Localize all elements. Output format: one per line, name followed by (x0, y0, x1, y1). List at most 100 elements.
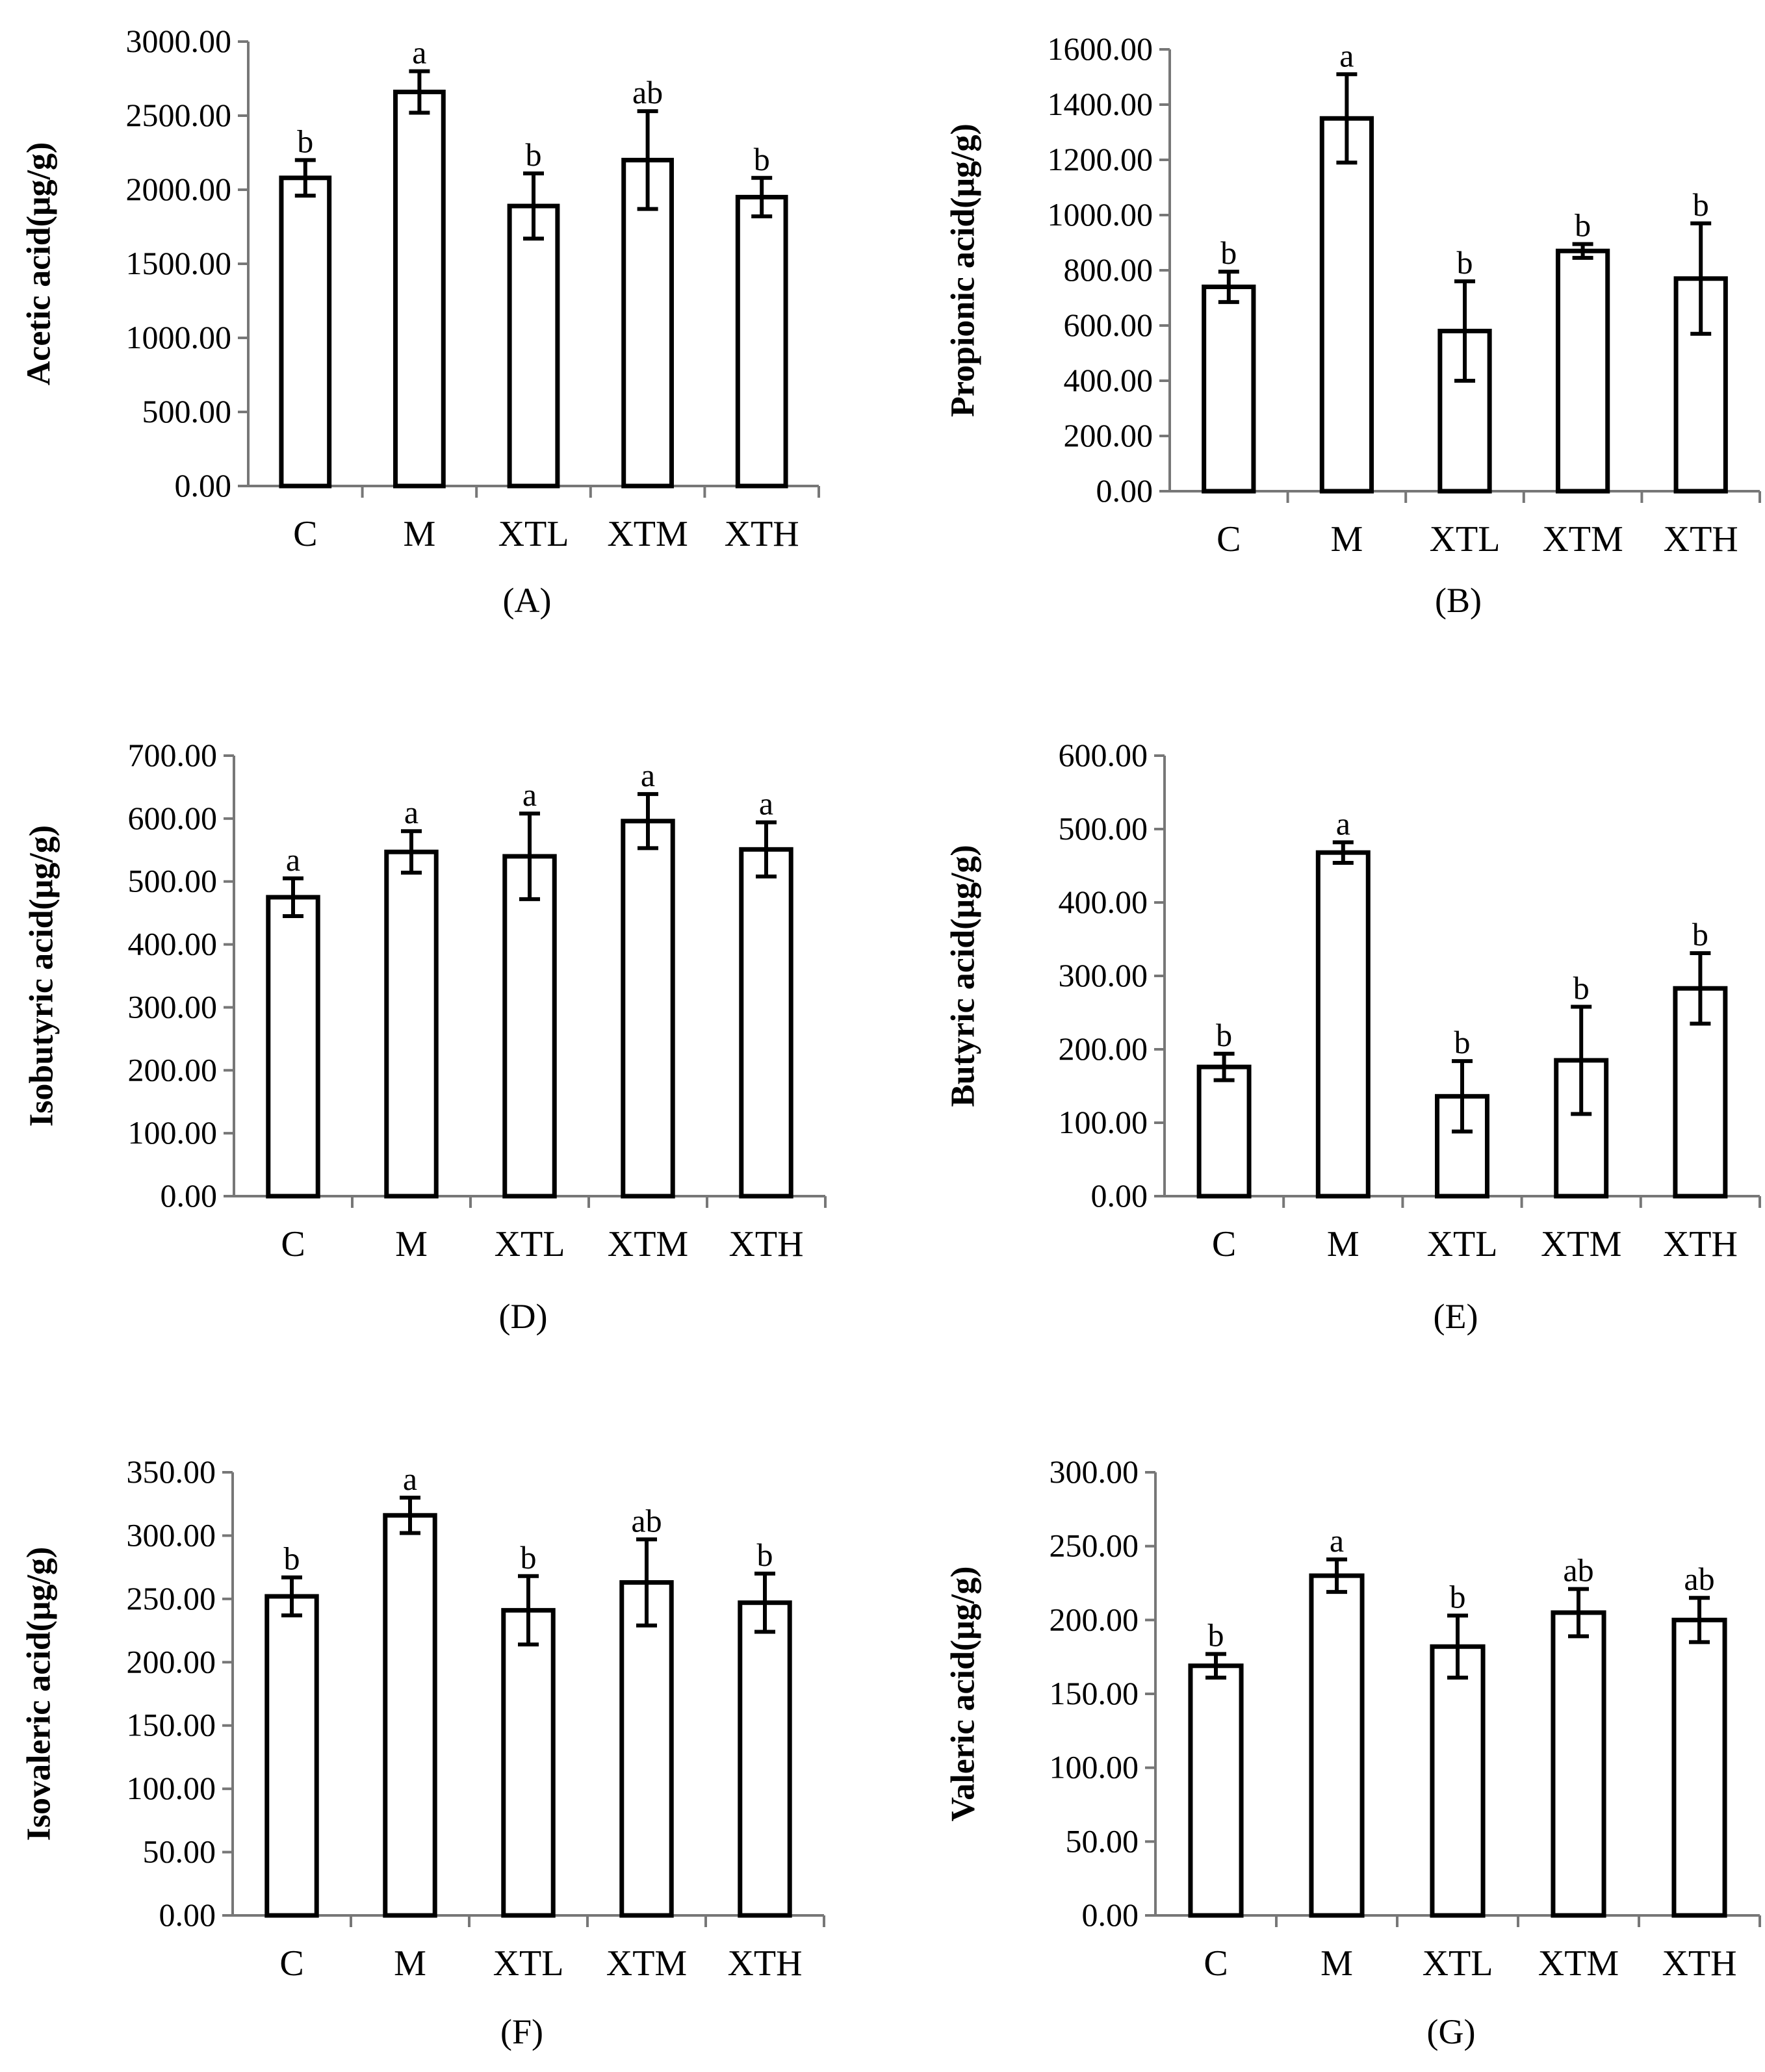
y-tick-label: 100.00 (1059, 1104, 1148, 1140)
y-tick-label: 400.00 (1064, 362, 1153, 398)
y-tick-label: 3000.00 (126, 23, 232, 59)
y-tick-label: 1200.00 (1048, 141, 1153, 177)
bar-xtl (501, 1607, 556, 1918)
y-tick-label: 200.00 (127, 1643, 216, 1680)
significance-label: a (759, 786, 773, 822)
x-category-label: XTL (495, 1224, 565, 1264)
chart-panel-e: 0.00 100.00 200.00 300.00 400.00 500.00 600.00… (945, 737, 1761, 1336)
x-category-label: XTM (1542, 519, 1623, 559)
significance-label: b (1216, 1017, 1232, 1053)
y-tick-label: 600.00 (1064, 307, 1153, 343)
x-category-label: M (1327, 1224, 1359, 1264)
bar-m (383, 1513, 437, 1918)
y-tick-label: 300.00 (1050, 1453, 1139, 1490)
x-category-label: C (281, 1224, 305, 1264)
panel-caption: (F) (500, 2012, 543, 2051)
y-tick-label: 200.00 (1050, 1601, 1139, 1637)
bar-m (1319, 116, 1374, 494)
x-category-label: M (1321, 1943, 1353, 1984)
y-axis-title: Butyric acid(μg/g) (945, 845, 982, 1107)
bar-c (1188, 1663, 1244, 1918)
bar-c (1202, 285, 1256, 494)
y-tick-label: 350.00 (127, 1453, 216, 1490)
y-tick-label: 150.00 (127, 1707, 216, 1743)
x-category-label: XTM (1538, 1943, 1619, 1984)
y-axis-title: Acetic acid(μg/g) (21, 142, 58, 386)
significance-label: b (521, 1539, 537, 1576)
significance-label: a (404, 794, 419, 830)
x-category-label: XTH (727, 1943, 802, 1984)
bar-xtm (621, 157, 674, 489)
bar-xth (738, 1600, 792, 1918)
y-tick-label: 300.00 (128, 988, 218, 1025)
y-tick-label: 0.00 (1091, 1177, 1148, 1214)
y-tick-label: 600.00 (128, 800, 218, 836)
y-tick-label: 0.00 (159, 1897, 216, 1933)
bar-xtl (1430, 1644, 1486, 1918)
significance-label: ab (1684, 1561, 1714, 1597)
y-tick-label: 100.00 (127, 1770, 216, 1806)
x-category-label: XTH (728, 1224, 803, 1264)
y-tick-label: 1500.00 (126, 245, 232, 281)
x-category-label: C (293, 514, 317, 554)
bar-xth (739, 847, 793, 1199)
significance-label: b (1573, 969, 1590, 1006)
y-tick-label: 0.00 (1096, 472, 1153, 509)
x-category-label: XTL (1430, 519, 1501, 559)
y-axis-title: Propionic acid(μg/g) (945, 123, 982, 417)
significance-label: a (641, 757, 655, 793)
significance-label: b (297, 123, 313, 159)
bar-xtm (1551, 1610, 1606, 1918)
significance-label: b (1450, 1579, 1466, 1615)
significance-label: b (1457, 244, 1473, 281)
x-category-label: M (394, 1943, 426, 1984)
significance-label: b (757, 1537, 773, 1573)
bar-m (1309, 1573, 1365, 1918)
y-tick-label: 800.00 (1064, 251, 1153, 288)
significance-label: b (1692, 916, 1708, 953)
bar-xth (1673, 986, 1728, 1199)
significance-label: a (1339, 37, 1354, 73)
y-tick-label: 200.00 (128, 1051, 218, 1088)
bar-xtm (621, 819, 675, 1199)
x-category-label: M (1331, 519, 1363, 559)
y-tick-label: 0.00 (161, 1177, 218, 1214)
significance-label: b (1454, 1024, 1471, 1060)
x-category-label: XTH (725, 514, 799, 554)
y-tick-label: 300.00 (1059, 957, 1148, 993)
y-tick-label: 500.00 (142, 393, 232, 429)
x-category-label: XTM (607, 514, 688, 554)
bar-c (279, 175, 332, 489)
x-category-label: XTH (1663, 1224, 1738, 1264)
x-category-label: XTH (1664, 519, 1738, 559)
significance-label: a (403, 1461, 417, 1497)
bar-xtl (502, 854, 557, 1199)
y-tick-label: 300.00 (127, 1516, 216, 1553)
x-category-label: C (1217, 519, 1241, 559)
significance-label: a (1330, 1522, 1344, 1559)
bar-c (1196, 1064, 1252, 1199)
significance-label: a (1336, 805, 1350, 841)
chart-panel-a: 0.00 500.00 1000.00 1500.00 2000.00 2500.00 30… (21, 23, 820, 620)
y-axis-title: Valeric acid(μg/g) (945, 1567, 982, 1822)
significance-label: a (522, 776, 537, 813)
y-tick-label: 2000.00 (126, 171, 232, 207)
chart-panel-b: 0.00 200.00 400.00 600.00 800.00 1000.00 1200.… (945, 31, 1761, 620)
significance-label: b (1220, 235, 1237, 271)
x-category-label: M (395, 1224, 428, 1264)
y-tick-label: 500.00 (128, 863, 218, 899)
y-tick-label: 1000.00 (1048, 196, 1153, 233)
chart-panel-g: 0.00 50.00 100.00 150.00 200.00 250.00 300.00 b… (945, 1453, 1761, 2051)
bar-c (264, 1594, 319, 1918)
chart-panel-f: 0.00 50.00 100.00 150.00 200.00 250.00 300.00 3… (21, 1453, 825, 2051)
y-tick-label: 50.00 (143, 1834, 216, 1870)
panel-caption: (G) (1427, 2012, 1476, 2051)
y-tick-label: 250.00 (127, 1580, 216, 1617)
y-tick-label: 400.00 (128, 926, 218, 962)
y-tick-label: 1600.00 (1048, 31, 1153, 67)
y-tick-label: 600.00 (1059, 737, 1148, 773)
panel-caption: (E) (1434, 1297, 1478, 1336)
significance-label: ab (1563, 1552, 1593, 1589)
chart-panel-d: 0.00 100.00 200.00 300.00 400.00 500.00 600.00… (23, 737, 827, 1336)
